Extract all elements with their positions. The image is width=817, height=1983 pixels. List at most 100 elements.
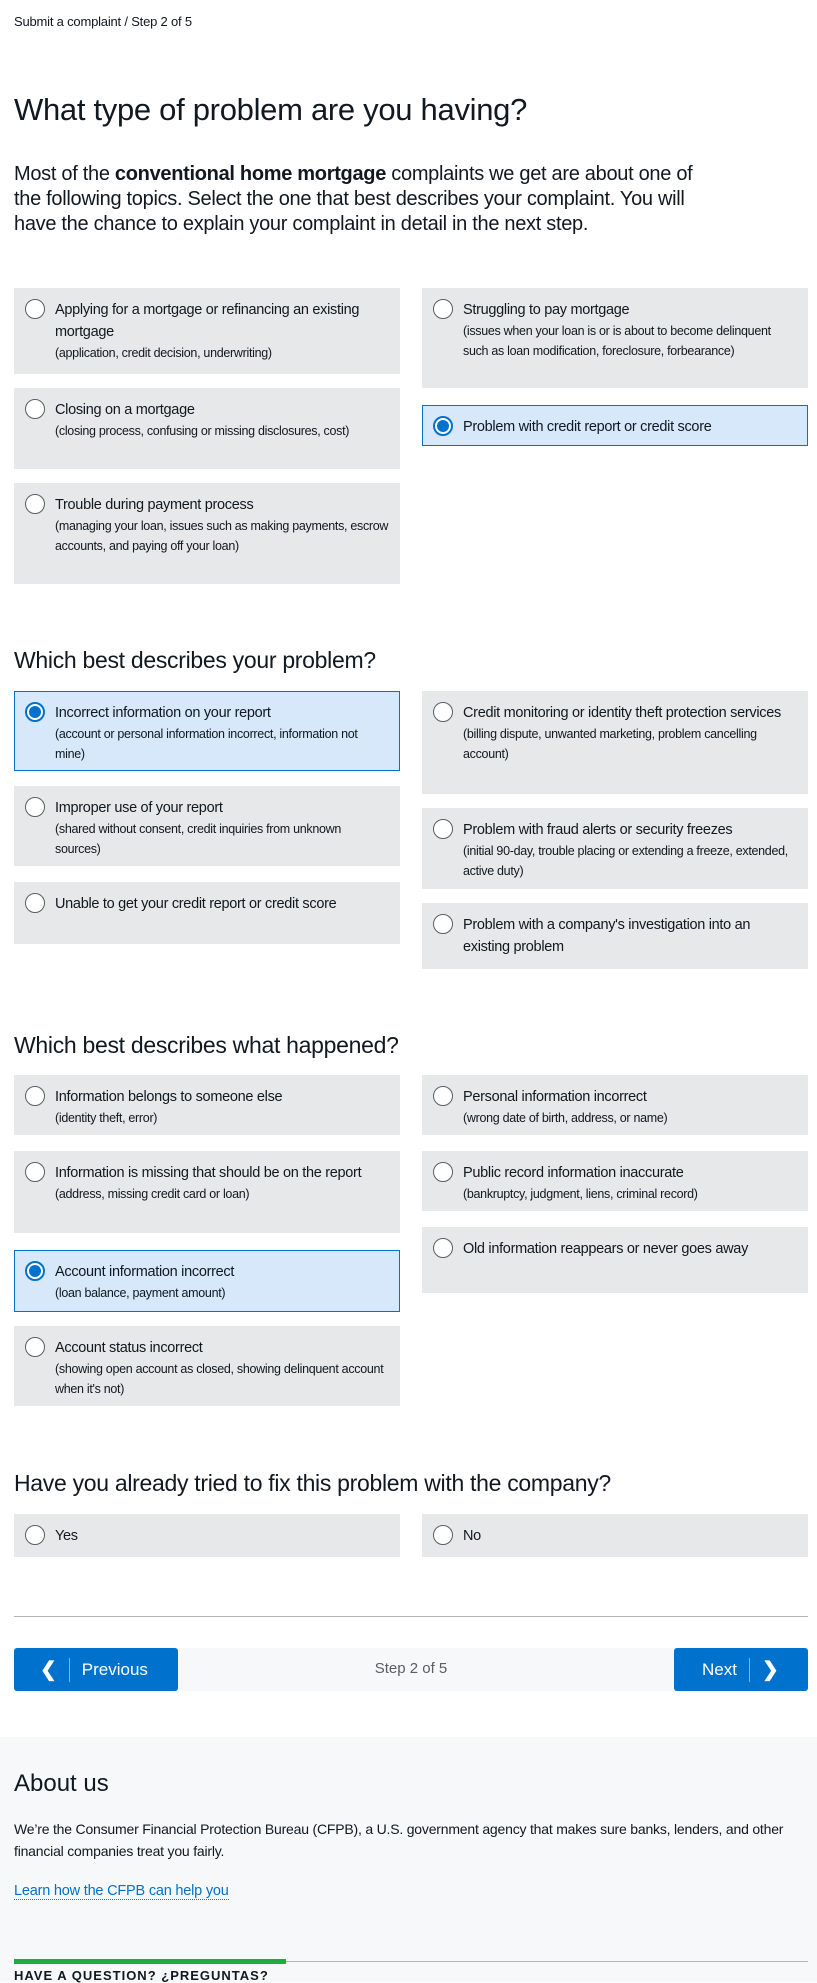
option-detail: (wrong date of birth, address, or name): [463, 1111, 668, 1125]
radio-button-icon[interactable]: [433, 914, 453, 934]
option-label: Account status incorrect: [55, 1340, 203, 1356]
option-detail: (loan balance, payment amount): [55, 1286, 226, 1300]
radio-option[interactable]: Struggling to pay mortgage (issues when y…: [422, 288, 808, 388]
radio-option[interactable]: Applying for a mortgage or refinancing a…: [14, 288, 400, 374]
radio-option[interactable]: Unable to get your credit report or cred…: [14, 882, 400, 944]
radio-option[interactable]: Information belongs to someone else (iden…: [14, 1075, 400, 1135]
option-label: Personal information incorrect: [463, 1089, 647, 1105]
radio-option[interactable]: Account status incorrect (showing open ac…: [14, 1326, 400, 1406]
radio-button-icon[interactable]: [25, 1162, 45, 1182]
step-indicator: Step 2 of 5: [374, 1660, 448, 1677]
about-text: We’re the Consumer Financial Protection …: [14, 1821, 784, 1859]
next-label: Next: [702, 1659, 737, 1679]
option-label: Trouble during payment process: [55, 497, 254, 513]
radio-option[interactable]: Problem with fraud alerts or security fr…: [422, 808, 808, 889]
radio-button-icon[interactable]: [433, 1525, 453, 1545]
about-heading: About us: [14, 1770, 109, 1797]
option-detail: (initial 90-day, trouble placing or exte…: [463, 844, 788, 878]
intro-after: complaints we get are about one of the f…: [14, 163, 693, 235]
option-label: Struggling to pay mortgage: [463, 302, 630, 318]
option-label: Improper use of your report: [55, 800, 223, 816]
radio-button-icon[interactable]: [25, 893, 45, 913]
chevron-right-icon: ❯: [761, 1659, 779, 1681]
section-heading: Which best describes what happened?: [14, 1032, 399, 1058]
radio-option[interactable]: Old information reappears or never goes …: [422, 1227, 808, 1293]
option-detail: (bankruptcy, judgment, liens, criminal r…: [463, 1187, 698, 1201]
radio-option[interactable]: Improper use of your report (shared witho…: [14, 786, 400, 866]
radio-button-icon[interactable]: [433, 1086, 453, 1106]
option-label: Credit monitoring or identity theft prot…: [463, 705, 781, 721]
radio-button-icon[interactable]: [433, 299, 453, 319]
section-heading: Have you already tried to fix this probl…: [14, 1470, 611, 1496]
radio-button-icon[interactable]: [25, 797, 45, 817]
option-detail: (application, credit decision, underwrit…: [55, 346, 272, 360]
section-heading: Which best describes your problem?: [14, 647, 376, 673]
option-label: Yes: [55, 1528, 78, 1544]
option-label: Information belongs to someone else: [55, 1089, 283, 1105]
breadcrumb: Submit a complaint / Step 2 of 5: [14, 14, 192, 29]
radio-button-icon[interactable]: [433, 702, 453, 722]
page-title: What type of problem are you having?: [14, 92, 528, 127]
chevron-left-icon: ❮: [40, 1659, 57, 1681]
button-separator: [748, 1657, 750, 1682]
radio-button-icon[interactable]: [25, 1261, 45, 1281]
option-label: Problem with credit report or credit sco…: [463, 419, 712, 435]
radio-button-icon[interactable]: [25, 1337, 45, 1357]
radio-option[interactable]: No: [422, 1514, 808, 1557]
option-label: Problem with a company's investigation i…: [463, 917, 751, 955]
option-label: Closing on a mortgage: [55, 402, 195, 418]
next-button[interactable]: Next ❯: [674, 1648, 808, 1691]
previous-button[interactable]: ❮ Previous: [14, 1648, 178, 1691]
radio-button-icon[interactable]: [25, 494, 45, 514]
option-detail: (shared without consent, credit inquirie…: [55, 822, 342, 856]
learn-more-link[interactable]: Learn how the CFPB can help you: [14, 1883, 229, 1900]
radio-option[interactable]: Incorrect information on your report (acc…: [14, 691, 400, 771]
option-detail: (account or personal information incorre…: [55, 727, 358, 761]
radio-option[interactable]: Credit monitoring or identity theft prot…: [422, 691, 808, 794]
option-label: Account information incorrect: [55, 1264, 235, 1280]
option-detail: (issues when your loan is or is about to…: [463, 324, 771, 358]
radio-button-icon[interactable]: [25, 1525, 45, 1545]
radio-option[interactable]: Public record information inaccurate (ban…: [422, 1151, 808, 1211]
question-divider: [14, 1961, 808, 1962]
option-label: Public record information inaccurate: [463, 1165, 684, 1181]
option-label: Applying for a mortgage or refinancing a…: [55, 302, 360, 340]
radio-option[interactable]: Personal information incorrect (wrong dat…: [422, 1075, 808, 1135]
radio-button-icon[interactable]: [25, 702, 45, 722]
radio-option[interactable]: Information is missing that should be on…: [14, 1151, 400, 1233]
option-label: Problem with fraud alerts or security fr…: [463, 822, 733, 838]
radio-option[interactable]: Closing on a mortgage (closing process, c…: [14, 388, 400, 469]
radio-option[interactable]: Problem with a company's investigation i…: [422, 903, 808, 969]
divider: [14, 1616, 808, 1617]
option-detail: (address, missing credit card or loan): [55, 1187, 250, 1201]
radio-option[interactable]: Account information incorrect (loan balan…: [14, 1250, 400, 1312]
radio-option[interactable]: Trouble during payment process (managing …: [14, 483, 400, 584]
radio-button-icon[interactable]: [433, 1162, 453, 1182]
radio-button-icon[interactable]: [433, 416, 453, 436]
button-separator: [68, 1657, 70, 1682]
question-heading: HAVE A QUESTION? ¿PREGUNTAS?: [14, 1968, 269, 1983]
option-label: Unable to get your credit report or cred…: [55, 896, 337, 912]
intro-text: Most of the conventional home mortgage c…: [14, 162, 694, 237]
option-detail: (closing process, confusing or missing d…: [55, 424, 350, 438]
option-detail: (identity theft, error): [55, 1111, 158, 1125]
option-detail: (billing dispute, unwanted marketing, pr…: [463, 727, 757, 761]
breadcrumb-step: / Step 2 of 5: [120, 14, 192, 29]
footer: [0, 1737, 817, 1982]
radio-button-icon[interactable]: [25, 1086, 45, 1106]
intro-product: conventional home mortgage: [114, 163, 387, 185]
option-detail: (managing your loan, issues such as maki…: [55, 519, 389, 553]
breadcrumb-link[interactable]: Submit a complaint: [14, 14, 121, 29]
option-label: Information is missing that should be on…: [55, 1165, 362, 1181]
radio-option[interactable]: Problem with credit report or credit sco…: [422, 405, 808, 446]
radio-button-icon[interactable]: [25, 299, 45, 319]
option-label: Incorrect information on your report: [55, 705, 271, 721]
option-label: Old information reappears or never goes …: [463, 1241, 749, 1257]
intro-before: Most of the: [14, 163, 115, 185]
radio-option[interactable]: Yes: [14, 1514, 400, 1557]
radio-button-icon[interactable]: [433, 1238, 453, 1258]
previous-label: Previous: [81, 1659, 148, 1679]
radio-button-icon[interactable]: [433, 819, 453, 839]
radio-button-icon[interactable]: [25, 399, 45, 419]
question-accent-bar: [14, 1959, 286, 1964]
